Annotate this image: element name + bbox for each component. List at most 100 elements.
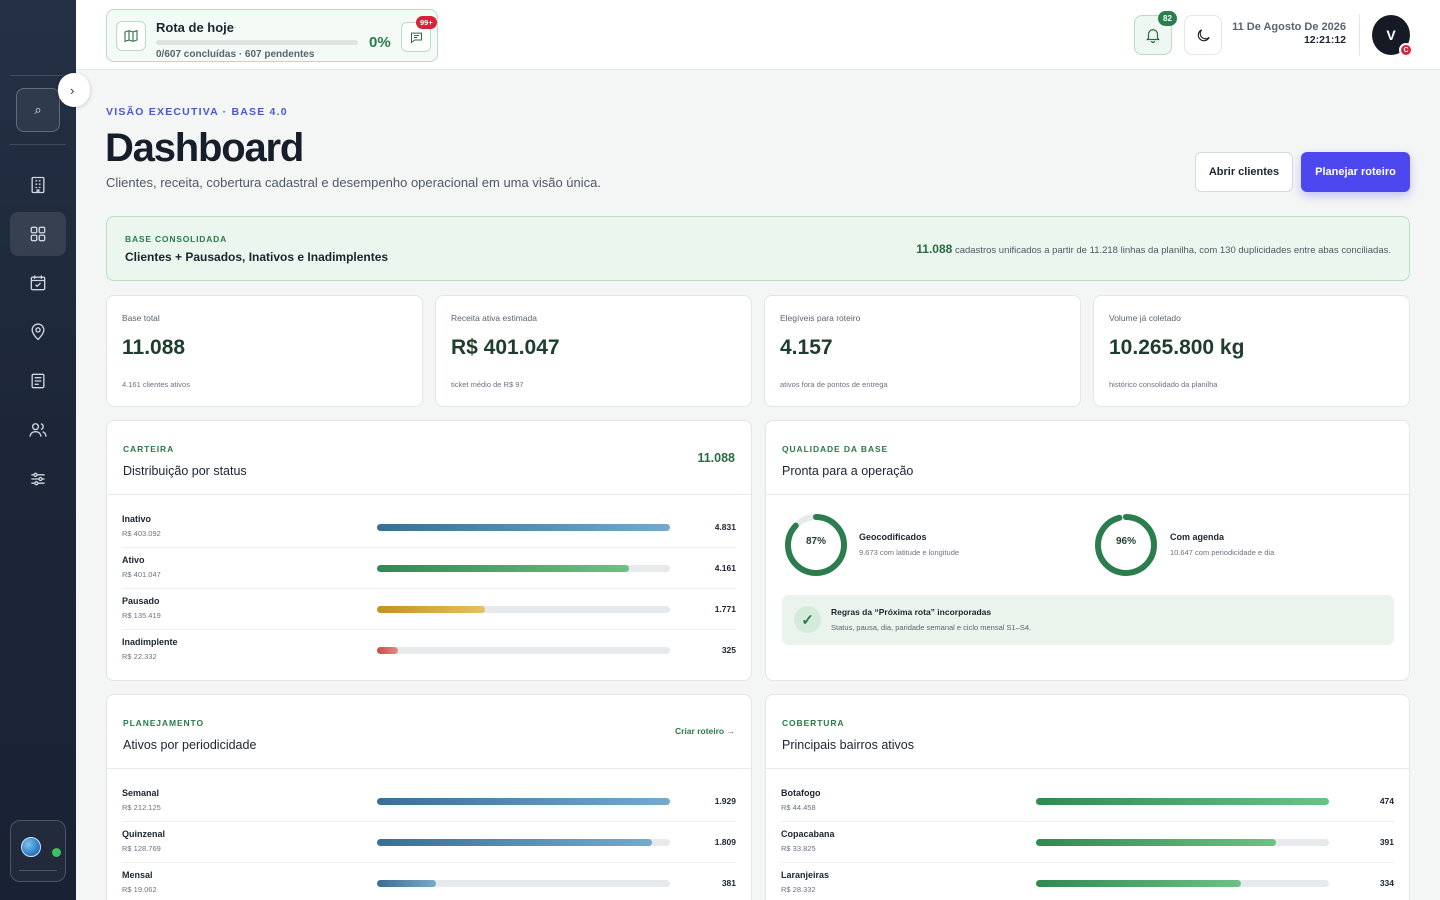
route-map-button[interactable] <box>116 21 146 51</box>
message-icon <box>410 32 422 44</box>
page-subtitle: Clientes, receita, cobertura cadastral e… <box>106 175 601 190</box>
consolidated-summary: 11.088 cadastros unificados a partir de … <box>916 242 1391 256</box>
divider <box>1359 14 1360 56</box>
create-route-link[interactable]: Criar roteiro → <box>675 726 735 736</box>
row-bar-fill <box>377 647 399 654</box>
plan-route-button[interactable]: Planejar roteiro <box>1301 152 1410 192</box>
status-row: Inativo R$ 403.092 4.831 <box>122 507 736 548</box>
open-clients-button[interactable]: Abrir clientes <box>1195 152 1293 192</box>
row-count: 334 <box>1379 878 1394 888</box>
map-icon <box>124 29 138 43</box>
row-name: Pausado <box>122 596 160 606</box>
row-count: 391 <box>1379 837 1394 847</box>
row-revenue: R$ 28.332 <box>781 885 816 894</box>
ring-note: 9.673 com latitude e longitude <box>859 548 960 557</box>
avatar-badge: C <box>1399 43 1413 57</box>
row-revenue: R$ 33.825 <box>781 844 816 853</box>
row-revenue: R$ 212.125 <box>122 803 161 812</box>
row-name: Inadimplente <box>122 637 178 647</box>
panel-eyebrow: CARTEIRA <box>123 444 175 454</box>
kpi-card-total-base: Base total 11.088 4.161 clientes ativos <box>106 295 423 407</box>
row-count: 325 <box>721 645 736 655</box>
grid-icon <box>30 226 46 242</box>
sidebar-item-reports[interactable] <box>10 359 66 403</box>
kpi-label: Base total <box>122 313 160 323</box>
document-icon <box>31 373 45 389</box>
row-count: 381 <box>721 878 736 888</box>
panel-title: Ativos por periodicidade <box>123 738 257 752</box>
sidebar-collapse-toggle[interactable]: › <box>58 73 90 107</box>
ring-percent: 96% <box>1115 536 1136 547</box>
sidebar-item-schedule[interactable] <box>10 261 66 305</box>
status-row: Inadimplente R$ 22.332 325 <box>122 630 736 671</box>
portfolio-panel: CARTEIRA Distribuição por status 11.088 … <box>106 420 752 681</box>
current-date: 11 De Agosto De 2026 <box>1232 21 1346 33</box>
kpi-value: 4.157 <box>780 336 833 359</box>
row-name: Ativo <box>122 555 145 565</box>
row-bar-track <box>377 880 670 887</box>
search-icon: ⌕ <box>34 102 42 117</box>
sidebar-item-dashboard[interactable] <box>10 212 66 256</box>
kpi-value: R$ 401.047 <box>451 336 560 359</box>
rules-text: Status, pausa, dia, paridade semanal e c… <box>831 623 1032 632</box>
panel-title: Principais bairros ativos <box>782 738 914 752</box>
topbar: Rota de hoje 0/607 concluídas · 607 pend… <box>76 0 1440 70</box>
divider <box>107 494 751 495</box>
row-count: 4.831 <box>714 522 736 532</box>
row-name: Inativo <box>122 514 152 524</box>
row-name: Copacabana <box>781 829 835 839</box>
row-revenue: R$ 128.769 <box>122 844 161 853</box>
route-today-card[interactable]: Rota de hoje 0/607 concluídas · 607 pend… <box>106 9 438 62</box>
row-count: 1.929 <box>714 796 736 806</box>
sidebar-item-settings[interactable] <box>10 457 66 501</box>
kpi-card-active-revenue: Receita ativa estimada R$ 401.047 ticket… <box>435 295 752 407</box>
sidebar-search-button[interactable]: ⌕ <box>16 88 60 132</box>
divider <box>107 768 751 769</box>
kpi-note: ticket médio de R$ 97 <box>451 380 524 389</box>
row-bar-track <box>377 565 670 572</box>
theme-toggle-button[interactable] <box>1184 15 1222 55</box>
row-revenue: R$ 403.092 <box>122 529 161 538</box>
kpi-card-collected-volume: Volume já coletado 10.265.800 kg históri… <box>1093 295 1410 407</box>
row-bar-track <box>377 524 670 531</box>
sidebar-item-companies[interactable] <box>10 163 66 207</box>
kpi-label: Elegíveis para roteiro <box>780 313 861 323</box>
page-eyebrow: VISÃO EXECUTIVA · BASE 4.0 <box>106 106 288 118</box>
status-row: Pausado R$ 135.419 1.771 <box>122 589 736 630</box>
sidebar-divider <box>10 144 66 145</box>
messages-badge: 99+ <box>416 16 437 29</box>
row-name: Mensal <box>122 870 153 880</box>
row-bar-fill <box>1036 880 1242 887</box>
row-bar-fill <box>377 798 670 805</box>
check-icon: ✓ <box>794 606 821 633</box>
row-name: Semanal <box>122 788 160 798</box>
panel-eyebrow: COBERTURA <box>782 718 845 728</box>
row-bar-fill <box>377 524 670 531</box>
globe-icon <box>21 837 41 857</box>
row-bar-fill <box>1036 839 1277 846</box>
sliders-icon <box>31 472 45 486</box>
neighborhood-row: Copacabana R$ 33.825 391 <box>781 822 1394 863</box>
sidebar-profile-card[interactable] <box>10 820 66 882</box>
rules-notice: ✓ Regras da “Próxima rota” incorporadas … <box>782 595 1394 645</box>
kpi-label: Receita ativa estimada <box>451 313 537 323</box>
divider <box>19 870 57 871</box>
planning-panel: PLANEJAMENTO Ativos por periodicidade Cr… <box>106 694 752 900</box>
status-row: Ativo R$ 401.047 4.161 <box>122 548 736 589</box>
ring-note: 10.647 com periodicidade e dia <box>1170 548 1275 557</box>
sidebar-item-map[interactable] <box>10 310 66 354</box>
ring-label: Geocodificados <box>859 532 927 542</box>
map-pin-icon <box>31 323 45 341</box>
row-bar-track <box>377 647 670 654</box>
moon-icon <box>1197 28 1210 41</box>
kpi-note: 4.161 clientes ativos <box>122 380 190 389</box>
row-bar-track <box>377 839 670 846</box>
row-bar-fill <box>377 565 630 572</box>
panel-title: Distribuição por status <box>123 464 247 478</box>
row-revenue: R$ 44.458 <box>781 803 816 812</box>
sidebar-item-users[interactable] <box>10 408 66 452</box>
route-percent: 0% <box>369 34 391 51</box>
row-bar-fill <box>1036 798 1329 805</box>
calendar-check-icon <box>30 275 46 291</box>
chevron-right-icon: › <box>70 82 75 98</box>
